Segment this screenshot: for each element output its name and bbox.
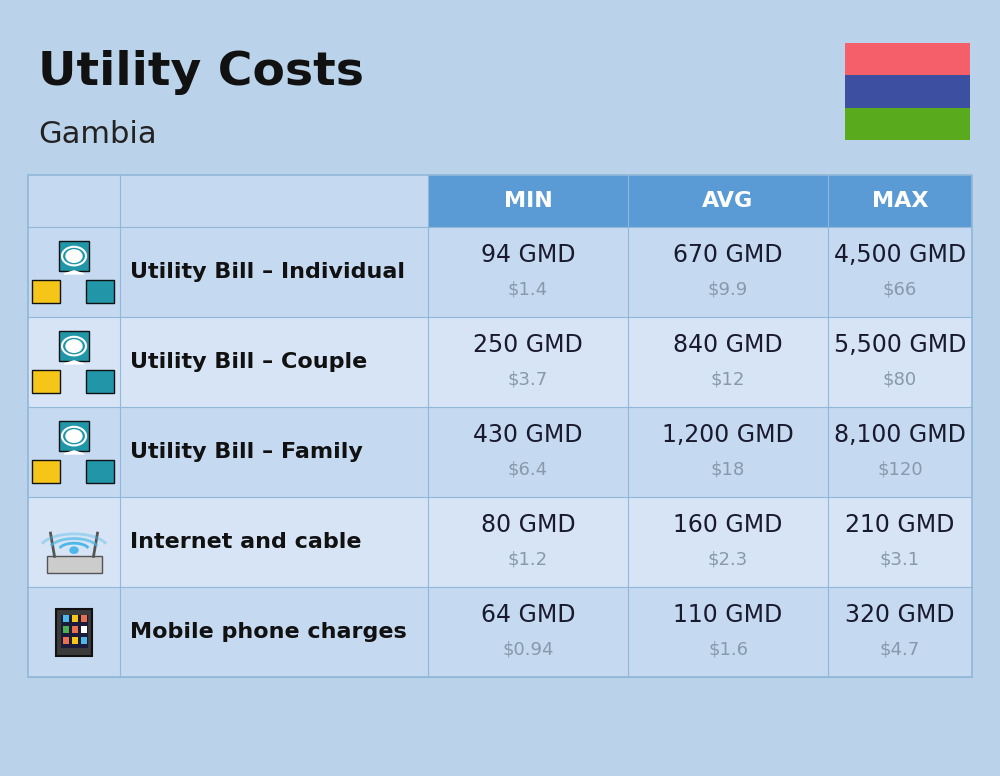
Text: 4,500 GMD: 4,500 GMD	[834, 244, 966, 267]
Bar	[60, 615, 88, 648]
Bar	[72, 637, 78, 644]
Bar	[62, 615, 69, 622]
Text: 5,500 GMD: 5,500 GMD	[834, 334, 966, 357]
Text: 1,200 GMD: 1,200 GMD	[662, 424, 794, 447]
Text: $2.3: $2.3	[708, 550, 748, 569]
Text: 210 GMD: 210 GMD	[845, 514, 955, 537]
Bar	[28, 317, 972, 407]
Text: $3.1: $3.1	[880, 550, 920, 569]
Bar	[32, 370, 60, 393]
Text: $1.2: $1.2	[508, 550, 548, 569]
Bar	[80, 615, 87, 622]
Bar	[86, 280, 114, 303]
Polygon shape	[64, 361, 84, 364]
Bar	[72, 626, 78, 633]
Text: $66: $66	[883, 280, 917, 299]
Text: $18: $18	[711, 460, 745, 479]
Text: 8,100 GMD: 8,100 GMD	[834, 424, 966, 447]
Bar	[28, 497, 972, 587]
Text: 320 GMD: 320 GMD	[845, 604, 955, 627]
Text: 80 GMD: 80 GMD	[481, 514, 575, 537]
Text: 160 GMD: 160 GMD	[673, 514, 783, 537]
Text: MIN: MIN	[504, 191, 552, 211]
Bar	[59, 421, 89, 451]
Circle shape	[66, 340, 82, 352]
Text: Mobile phone charges: Mobile phone charges	[130, 622, 407, 643]
Text: $9.9: $9.9	[708, 280, 748, 299]
Text: Utility Bill – Couple: Utility Bill – Couple	[130, 352, 367, 372]
Text: $4.7: $4.7	[880, 640, 920, 659]
Text: $1.6: $1.6	[708, 640, 748, 659]
Bar	[46, 556, 102, 573]
Bar	[62, 626, 69, 633]
Text: 64 GMD: 64 GMD	[481, 604, 575, 627]
Bar	[28, 407, 972, 497]
Text: $12: $12	[711, 370, 745, 389]
Bar	[28, 227, 972, 317]
Bar	[86, 370, 114, 393]
Bar	[28, 587, 972, 677]
Text: $0.94: $0.94	[502, 640, 554, 659]
Text: 670 GMD: 670 GMD	[673, 244, 783, 267]
Text: MAX: MAX	[872, 191, 928, 211]
Text: Gambia: Gambia	[38, 120, 157, 149]
Bar	[28, 175, 972, 677]
Bar	[56, 609, 92, 656]
Text: Internet and cable: Internet and cable	[130, 532, 362, 553]
Bar	[28, 175, 972, 227]
Bar	[32, 460, 60, 483]
Text: 94 GMD: 94 GMD	[481, 244, 575, 267]
Polygon shape	[64, 451, 84, 454]
Text: $3.7: $3.7	[508, 370, 548, 389]
Text: $1.4: $1.4	[508, 280, 548, 299]
Bar	[32, 280, 60, 303]
Text: $120: $120	[877, 460, 923, 479]
Bar	[845, 108, 970, 140]
Bar	[86, 460, 114, 483]
Text: 430 GMD: 430 GMD	[473, 424, 583, 447]
Text: $80: $80	[883, 370, 917, 389]
Bar	[845, 43, 970, 75]
Bar	[80, 626, 87, 633]
Text: 250 GMD: 250 GMD	[473, 334, 583, 357]
Text: Utility Costs: Utility Costs	[38, 50, 364, 95]
Text: AVG: AVG	[702, 191, 754, 211]
Bar	[72, 615, 78, 622]
Text: 840 GMD: 840 GMD	[673, 334, 783, 357]
Circle shape	[66, 430, 82, 442]
Text: 110 GMD: 110 GMD	[673, 604, 783, 627]
Text: Utility Bill – Family: Utility Bill – Family	[130, 442, 363, 462]
Polygon shape	[64, 271, 84, 274]
Bar	[62, 637, 69, 644]
Bar	[59, 331, 89, 361]
Bar	[845, 75, 970, 108]
Bar	[28, 175, 428, 227]
Circle shape	[66, 250, 82, 262]
Circle shape	[70, 547, 78, 553]
Bar	[80, 637, 87, 644]
Text: $6.4: $6.4	[508, 460, 548, 479]
Bar	[59, 241, 89, 271]
Text: Utility Bill – Individual: Utility Bill – Individual	[130, 262, 405, 282]
